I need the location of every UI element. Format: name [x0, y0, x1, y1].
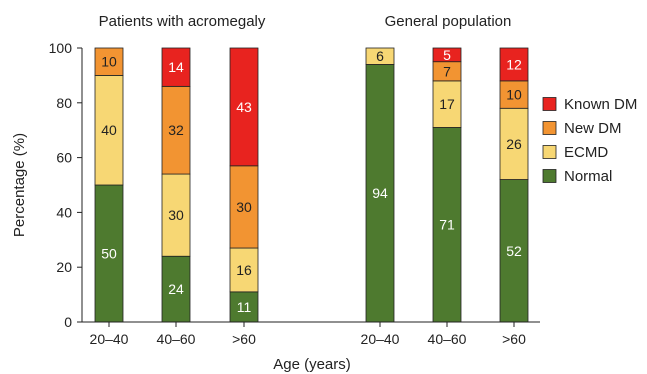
data-label-normal: 52 [506, 243, 522, 259]
group-title: General population [385, 13, 512, 30]
data-label-known-dm: 12 [506, 56, 522, 72]
bar-segment-ecmd [94, 75, 124, 186]
data-label-ecmd: 26 [506, 136, 522, 152]
bar-segment-known-dm [432, 47, 462, 63]
bar-segment-new-dm [229, 165, 259, 249]
bar-segment-normal [365, 64, 395, 323]
bar-segment-new-dm [161, 85, 191, 175]
y-tick-label: 20 [56, 259, 72, 275]
data-label-ecmd: 40 [101, 122, 117, 138]
legend-swatch-known-dm [542, 97, 557, 111]
data-label-known-dm: 5 [443, 47, 451, 63]
data-label-normal: 50 [101, 246, 117, 262]
x-tick-label: >60 [232, 331, 256, 347]
bar-segment-ecmd [229, 247, 259, 293]
data-label-normal: 94 [372, 185, 388, 201]
y-tick-label: 80 [56, 95, 72, 111]
data-label-new-dm: 32 [168, 122, 184, 138]
bar-segment-known-dm [229, 47, 259, 167]
data-label-normal: 11 [237, 299, 252, 315]
data-label-new-dm: 7 [443, 63, 451, 79]
data-label-ecmd: 17 [439, 96, 455, 112]
x-tick-label: 40–60 [428, 331, 467, 347]
x-tick-label: 40–60 [157, 331, 196, 347]
data-label-ecmd: 6 [376, 48, 384, 64]
y-tick-label: 40 [56, 204, 72, 220]
x-axis-label: Age (years) [273, 356, 351, 373]
y-tick-label: 60 [56, 150, 72, 166]
data-label-new-dm: 10 [101, 54, 117, 70]
group-title: Patients with acromegaly [99, 13, 266, 30]
legend-label-known-dm: Known DM [564, 96, 637, 113]
bar-segment-normal [432, 127, 462, 323]
y-axis-label: Percentage (%) [11, 133, 28, 237]
data-label-new-dm: 30 [236, 199, 252, 215]
bar-segment-normal [499, 179, 529, 323]
data-label-ecmd: 30 [168, 207, 184, 223]
bar-segment-ecmd [161, 173, 191, 257]
legend-swatch-new-dm [542, 121, 557, 135]
bar-segment-known-dm [499, 47, 529, 82]
x-tick-label: >60 [502, 331, 526, 347]
data-label-known-dm: 14 [168, 59, 184, 75]
x-tick-label: 20–40 [90, 331, 129, 347]
bar-segment-ecmd [499, 107, 529, 180]
legend-swatch-ecmd [542, 145, 557, 159]
legend-swatch-normal [542, 169, 557, 183]
data-label-known-dm: 43 [236, 99, 252, 115]
legend-label-normal: Normal [564, 168, 612, 185]
bar-segment-normal [161, 255, 191, 323]
y-tick-label: 100 [49, 40, 73, 56]
data-label-normal: 24 [168, 281, 184, 297]
bar-segment-normal [229, 291, 259, 323]
data-label-new-dm: 10 [506, 87, 522, 103]
data-label-ecmd: 16 [236, 262, 252, 278]
bar-segment-new-dm [499, 80, 529, 109]
data-label-normal: 71 [439, 217, 455, 233]
y-tick-label: 0 [64, 314, 72, 330]
legend-label-new-dm: New DM [564, 120, 622, 137]
legend-label-ecmd: ECMD [564, 144, 608, 161]
bar-segment-new-dm [94, 47, 124, 76]
x-tick-label: 20–40 [361, 331, 400, 347]
bar-segment-known-dm [161, 47, 191, 87]
bar-segment-ecmd [365, 47, 395, 65]
